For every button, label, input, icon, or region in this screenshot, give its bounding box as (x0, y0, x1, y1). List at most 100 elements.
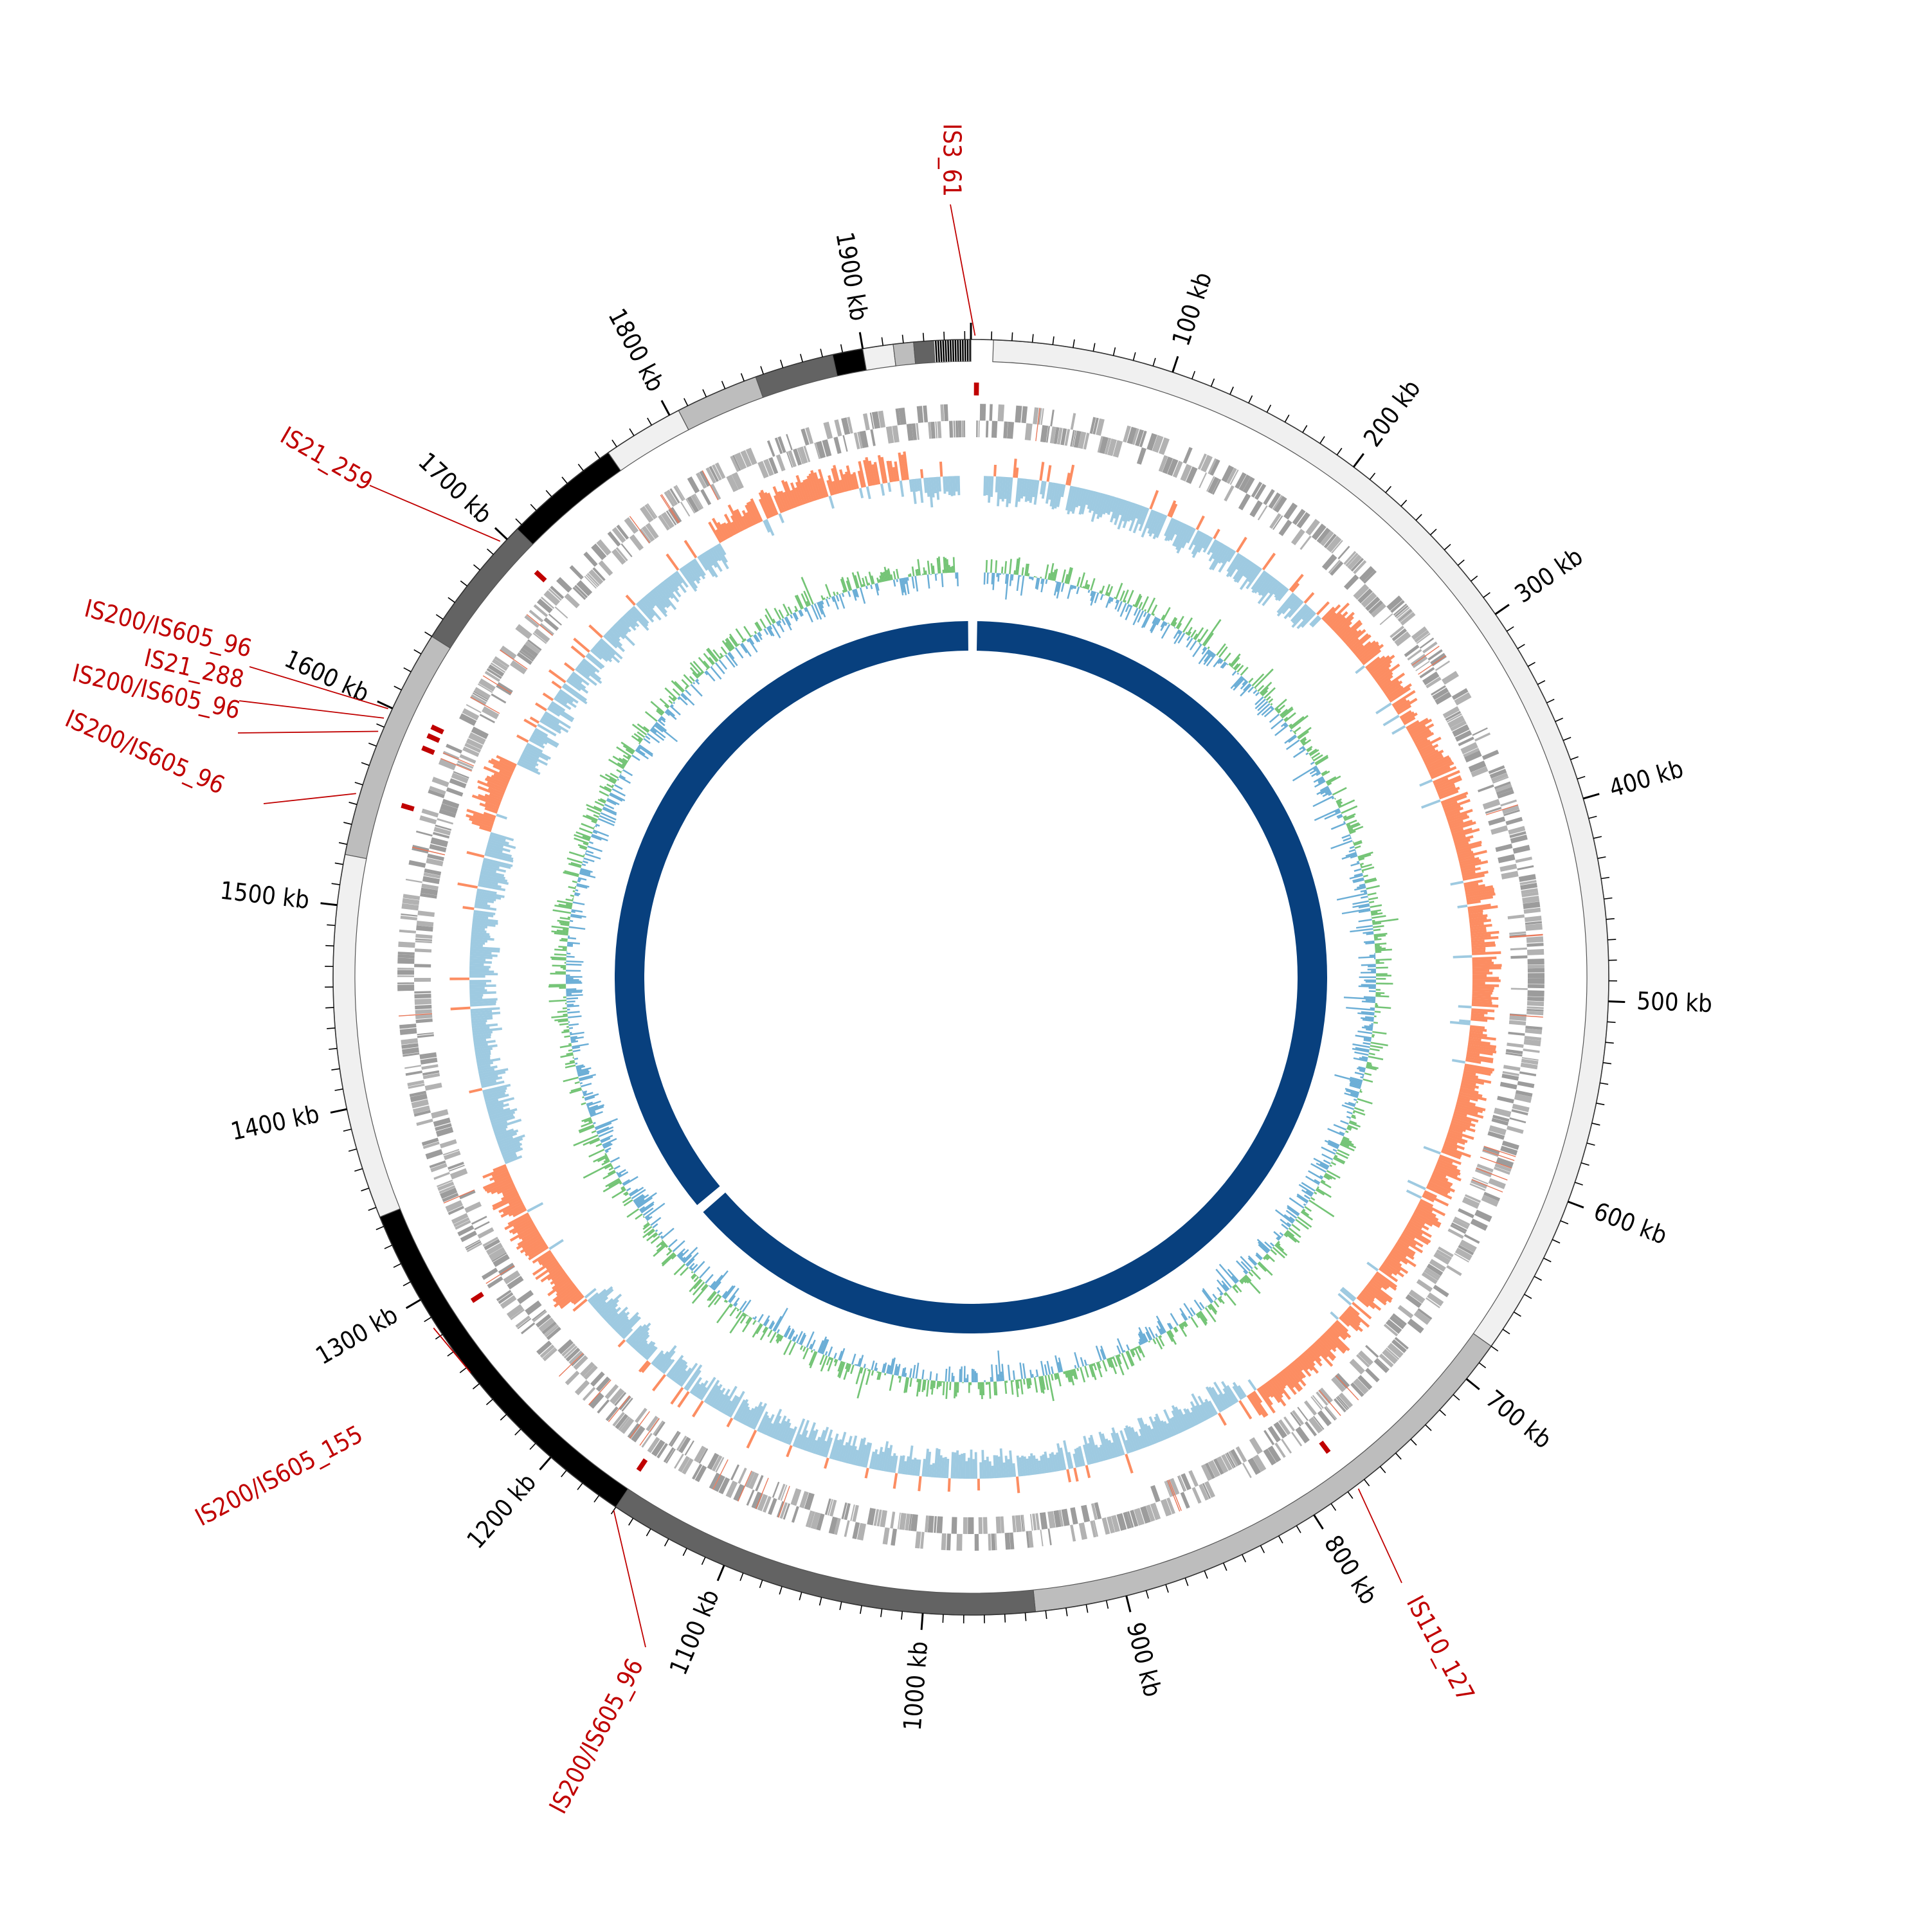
skew-bar (1373, 1022, 1378, 1024)
skew-bar (573, 901, 585, 905)
gc-bar (900, 480, 904, 496)
gene (491, 694, 506, 704)
skew-bar (1330, 840, 1352, 849)
skew-bar (1074, 1365, 1077, 1369)
minor-tick (1337, 448, 1341, 455)
gc-bar (824, 1458, 829, 1468)
skew-bar (1004, 561, 1007, 574)
minor-tick (881, 1609, 882, 1617)
skew-bar (1020, 575, 1025, 595)
skew-bar (1177, 633, 1185, 644)
minor-tick (385, 1245, 392, 1249)
gene (1500, 1082, 1517, 1090)
skew-bar (870, 584, 873, 589)
major-tick (1496, 604, 1509, 614)
gene (1528, 968, 1544, 973)
skew-bar (552, 964, 566, 966)
skew-bar (1260, 1260, 1261, 1261)
is-label: IS200/IS605_155 (190, 1420, 367, 1531)
gc-bar (957, 476, 961, 495)
gene (1528, 984, 1544, 988)
gene (915, 1531, 921, 1549)
minor-tick (515, 1429, 521, 1435)
skew-bar (1361, 971, 1376, 973)
skew-bar (955, 572, 957, 579)
skew-bar (570, 1032, 584, 1036)
skew-bar (1168, 622, 1170, 624)
skew-bar (622, 769, 633, 776)
skew-bar (653, 1244, 667, 1257)
skew-bar (1358, 956, 1375, 959)
minor-tick (1561, 1221, 1568, 1224)
skew-bar (825, 584, 831, 597)
gc-bar (496, 813, 507, 819)
skew-bar (583, 859, 584, 861)
skew-bar (978, 1382, 980, 1389)
skew-bar (550, 973, 566, 975)
is-label: IS200/IS605_96 (61, 704, 229, 799)
skew-bar (1369, 990, 1376, 992)
skew-bar (711, 665, 713, 667)
skew-bar (896, 579, 898, 582)
minor-tick (561, 1470, 566, 1477)
skew-bar (1258, 1241, 1269, 1252)
skew-bar (705, 671, 716, 682)
skew-bar (566, 980, 581, 982)
skew-bar (1371, 970, 1376, 972)
skew-bar (565, 898, 573, 901)
major-tick (406, 1300, 421, 1308)
gc-bar (543, 692, 554, 701)
gene (1050, 410, 1055, 426)
minor-tick (414, 650, 421, 655)
gene (416, 1119, 433, 1126)
skew-bar (1188, 1316, 1191, 1319)
gene (399, 930, 416, 934)
gene (1398, 1305, 1414, 1319)
skew-bar (1006, 1380, 1008, 1382)
skew-bar (1044, 1364, 1048, 1375)
skew-bar (1375, 943, 1386, 945)
gene (1526, 943, 1543, 946)
skew-bar (575, 886, 576, 888)
skew-bar (1320, 1181, 1331, 1189)
gc-bar (1125, 1454, 1133, 1474)
is-label: IS21_259 (276, 421, 377, 496)
skew-bar (1376, 975, 1391, 977)
tick-label: 1700 kb (413, 447, 498, 529)
gc-bar (451, 1007, 471, 1011)
skew-bar (1023, 1378, 1026, 1384)
minor-tick (841, 345, 843, 353)
gene (1137, 447, 1146, 465)
gene (1005, 1533, 1011, 1549)
skew-bar (570, 920, 573, 922)
minor-tick (648, 418, 652, 425)
skew-bar (1368, 966, 1376, 968)
skew-bar (1375, 995, 1389, 998)
gene (870, 429, 875, 446)
skew-bar (572, 898, 574, 900)
gene (958, 420, 962, 437)
is-leader-line (264, 793, 356, 804)
skew-bar (1358, 919, 1372, 922)
minor-tick (1593, 836, 1602, 838)
skew-bar (820, 595, 824, 600)
skew-bar (566, 956, 575, 958)
skew-bar (566, 997, 578, 999)
gc-bar (1016, 1476, 1020, 1493)
gene (426, 1149, 443, 1159)
gc-bar (1453, 955, 1472, 959)
gene (1040, 1530, 1044, 1546)
skew-bar (959, 1369, 961, 1382)
skew-bar (1258, 1261, 1272, 1276)
gc-content-track (449, 451, 1501, 1493)
gene (397, 970, 414, 975)
skew-bar (568, 935, 570, 937)
skew-bar (833, 591, 836, 596)
gene (786, 434, 793, 450)
minor-tick (594, 1495, 599, 1503)
skew-bar (565, 962, 566, 964)
gc-bar (1457, 905, 1467, 908)
backbone-ring (615, 621, 1327, 1333)
skew-bar (583, 860, 588, 863)
tick-label: 1000 kb (898, 1640, 933, 1731)
